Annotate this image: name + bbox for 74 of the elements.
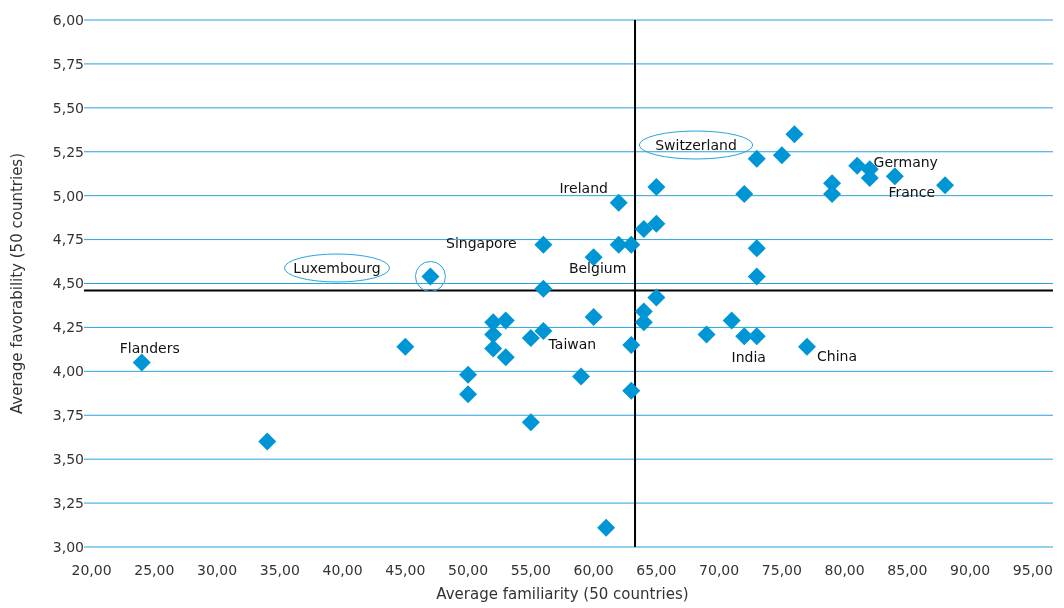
point bbox=[697, 325, 716, 344]
y-tick-label: 5,50 bbox=[52, 99, 84, 116]
point bbox=[722, 311, 741, 330]
x-tick-label: 50,00 bbox=[448, 562, 489, 578]
annotation: Flanders bbox=[119, 340, 180, 357]
x-tick-label: 80,00 bbox=[824, 562, 865, 578]
point bbox=[747, 149, 766, 168]
point bbox=[534, 321, 553, 340]
x-tick-label: 30,00 bbox=[197, 562, 238, 578]
point bbox=[132, 353, 151, 372]
y-tick-label: 5,00 bbox=[52, 187, 84, 204]
point bbox=[785, 125, 804, 144]
y-tick-label: 6,00 bbox=[52, 11, 84, 28]
point bbox=[496, 311, 515, 330]
y-tick-label: 3,00 bbox=[52, 538, 84, 555]
point bbox=[534, 235, 553, 254]
annotation: Luxembourg bbox=[293, 259, 381, 276]
point bbox=[459, 365, 478, 384]
point bbox=[496, 348, 515, 367]
x-tick-label: 70,00 bbox=[699, 562, 740, 578]
point bbox=[848, 156, 867, 175]
x-tick-label: 60,00 bbox=[573, 562, 614, 578]
y-tick-label: 4,50 bbox=[52, 275, 84, 292]
x-tick-label: 45,00 bbox=[385, 562, 426, 578]
annotation: Belgium bbox=[568, 260, 627, 277]
point bbox=[647, 214, 666, 233]
annotation: Switzerland bbox=[655, 136, 737, 153]
point bbox=[484, 339, 503, 358]
point bbox=[735, 184, 754, 203]
x-tick-label: 40,00 bbox=[322, 562, 363, 578]
y-tick-label: 3,75 bbox=[52, 407, 84, 424]
point bbox=[634, 220, 653, 239]
y-tick-label: 3,25 bbox=[52, 494, 84, 511]
y-tick-label: 5,75 bbox=[52, 55, 84, 72]
annotation: India bbox=[731, 349, 766, 366]
point bbox=[521, 328, 540, 347]
y-axis-title: Average favorability (50 countries) bbox=[8, 152, 26, 415]
point bbox=[572, 367, 591, 386]
point bbox=[584, 307, 603, 326]
x-tick-label: 75,00 bbox=[761, 562, 802, 578]
point bbox=[747, 267, 766, 286]
x-tick-label: 35,00 bbox=[259, 562, 300, 578]
point bbox=[597, 518, 616, 537]
x-tick-label: 90,00 bbox=[950, 562, 991, 578]
y-tick-label: 4,00 bbox=[52, 363, 84, 380]
y-tick-label: 4,25 bbox=[52, 319, 84, 336]
annotation: China bbox=[816, 347, 857, 364]
point bbox=[622, 381, 641, 400]
y-tick-label: 4,75 bbox=[52, 231, 84, 248]
annotation: Taiwan bbox=[547, 335, 597, 352]
point bbox=[459, 385, 478, 404]
y-tick-label: 5,25 bbox=[52, 143, 84, 160]
point bbox=[772, 146, 791, 165]
point bbox=[647, 177, 666, 196]
x-axis-title: Average familiarity (50 countries) bbox=[436, 585, 689, 603]
x-tick-label: 95,00 bbox=[1012, 562, 1053, 578]
annotation: Ireland bbox=[559, 179, 608, 196]
point bbox=[258, 432, 277, 451]
x-tick-label: 85,00 bbox=[887, 562, 928, 578]
y-tick-label: 3,50 bbox=[52, 451, 84, 468]
x-tick-label: 25,00 bbox=[134, 562, 175, 578]
point bbox=[747, 239, 766, 258]
point bbox=[622, 335, 641, 354]
point bbox=[396, 337, 415, 356]
point bbox=[609, 193, 628, 212]
x-tick-label: 20,00 bbox=[71, 562, 112, 578]
point bbox=[647, 288, 666, 307]
point bbox=[534, 279, 553, 298]
point bbox=[521, 413, 540, 432]
x-tick-label: 55,00 bbox=[510, 562, 551, 578]
point bbox=[797, 337, 816, 356]
x-tick-label: 65,00 bbox=[636, 562, 677, 578]
annotation: Germany bbox=[873, 154, 938, 171]
point bbox=[936, 176, 955, 195]
